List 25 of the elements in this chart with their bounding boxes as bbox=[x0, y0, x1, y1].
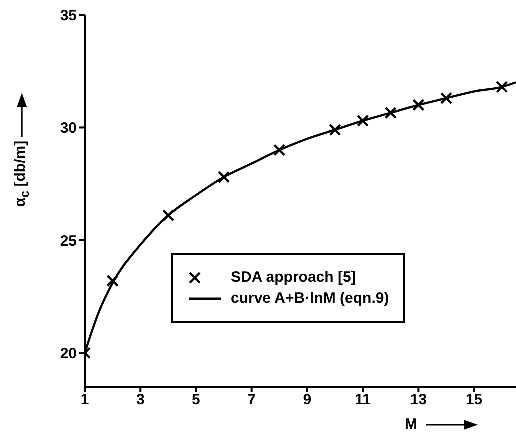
x-tick-label: 11 bbox=[355, 392, 371, 409]
point bbox=[496, 81, 508, 94]
point bbox=[274, 144, 286, 156]
x-tick-label: 5 bbox=[192, 392, 200, 409]
x-tick-label: 13 bbox=[410, 392, 428, 409]
point bbox=[329, 124, 342, 136]
y-tick-label: 25 bbox=[60, 232, 77, 250]
point bbox=[412, 99, 425, 112]
point bbox=[384, 106, 397, 120]
x-tick-label: 7 bbox=[248, 392, 256, 409]
point bbox=[440, 92, 453, 105]
point bbox=[106, 274, 119, 288]
x-tick-label: 1 bbox=[80, 392, 90, 409]
x-tick-label: 15 bbox=[466, 392, 483, 409]
point bbox=[162, 210, 175, 222]
x-tick-label: 9 bbox=[303, 392, 312, 409]
legend-label: curve A+B·lnM (eqn.9) bbox=[231, 290, 390, 307]
y-tick-label: 20 bbox=[60, 346, 77, 363]
point bbox=[356, 114, 370, 128]
y-tick-label: 35 bbox=[60, 7, 77, 24]
x-tick-label: 3 bbox=[136, 392, 145, 409]
y-tick-label: 30 bbox=[60, 120, 77, 138]
x-axis-title: M bbox=[405, 416, 418, 433]
legend-label: SDA approach [5] bbox=[231, 269, 356, 286]
point bbox=[218, 171, 230, 184]
